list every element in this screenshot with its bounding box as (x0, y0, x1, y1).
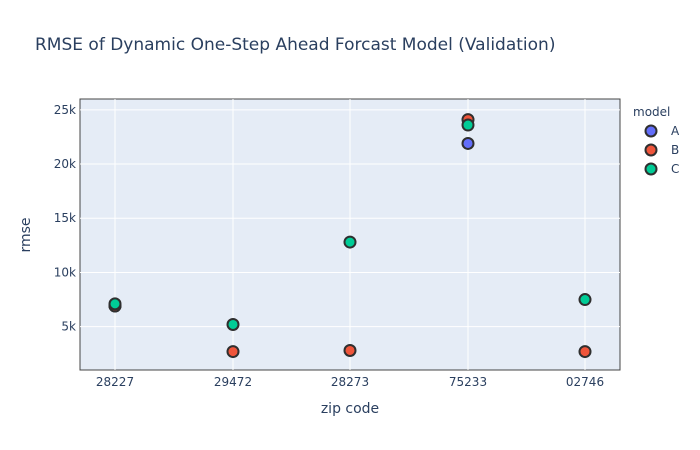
data-point-a-75233[interactable] (461, 136, 475, 150)
x-axis-ticks: 28227 29472 28273 75233 02746 (96, 375, 604, 389)
legend-marker (644, 124, 658, 138)
y-tick-label: 20k (54, 157, 76, 171)
data-point-b-02746[interactable] (578, 345, 592, 359)
legend[interactable]: model ABC (633, 105, 680, 176)
x-tick-label: 28273 (331, 375, 369, 389)
data-point-c-02746[interactable] (578, 293, 592, 307)
legend-marker (644, 162, 658, 176)
y-tick-label: 10k (54, 265, 76, 279)
y-tick-label: 5k (61, 320, 76, 334)
data-point-b-28273[interactable] (343, 343, 357, 357)
y-axis-ticks: 5k 10k 15k 20k 25k (54, 103, 76, 334)
y-tick-label: 25k (54, 103, 76, 117)
data-point-b-29472[interactable] (226, 345, 240, 359)
legend-label: C (671, 162, 679, 176)
y-axis-title: rmse (18, 217, 34, 252)
data-point-c-29472[interactable] (226, 317, 240, 331)
data-points (108, 113, 592, 359)
chart-title: RMSE of Dynamic One-Step Ahead Forcast M… (35, 35, 555, 55)
data-point-c-28227[interactable] (108, 297, 122, 311)
legend-label: A (671, 124, 680, 138)
data-point-c-28273[interactable] (343, 235, 357, 249)
legend-item-b[interactable]: B (644, 143, 680, 157)
legend-item-a[interactable]: A (644, 124, 681, 138)
x-tick-label: 02746 (566, 375, 604, 389)
legend-item-c[interactable]: C (644, 162, 680, 176)
legend-title: model (633, 105, 670, 119)
data-point-c-75233[interactable] (461, 118, 475, 132)
x-tick-label: 29472 (214, 375, 252, 389)
y-tick-label: 15k (54, 211, 76, 225)
legend-label: B (671, 143, 679, 157)
x-tick-label: 75233 (449, 375, 487, 389)
x-axis-title: zip code (321, 401, 379, 417)
legend-marker (644, 143, 658, 157)
x-tick-label: 28227 (96, 375, 134, 389)
